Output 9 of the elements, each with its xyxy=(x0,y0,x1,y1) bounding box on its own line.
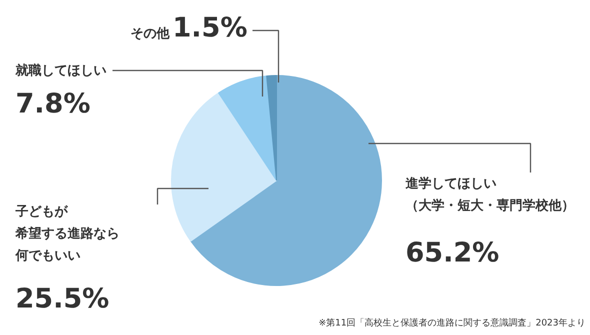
slice-label: その他 xyxy=(130,26,170,42)
slice-label: 子どもが希望する進路なら何でもいい xyxy=(14,204,120,264)
slice-label: 就職してほしい xyxy=(14,62,106,78)
text: ※第11回「高校生と保護者の進路に関する意識調査」2023年より xyxy=(318,318,586,328)
data-label: 25.5% xyxy=(16,284,110,314)
data-label: 65.2% xyxy=(406,238,500,268)
slice-label: 進学してほしい（大学・短大・専門学校他） xyxy=(404,176,574,214)
data-label: 1.5% xyxy=(172,12,248,44)
data-label: 7.8% xyxy=(16,88,90,120)
